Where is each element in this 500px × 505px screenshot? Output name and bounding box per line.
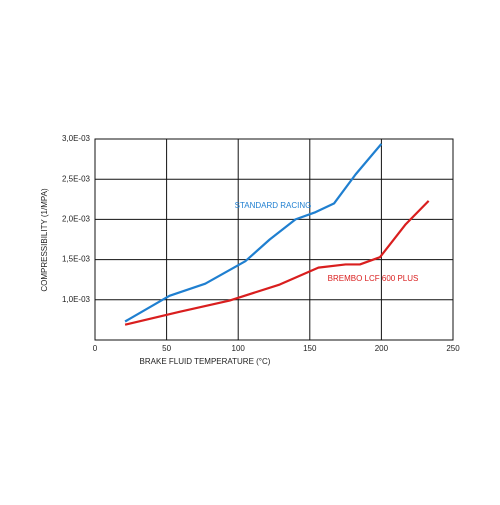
y-tick-label: 2,0E-03 xyxy=(62,215,91,224)
x-tick-label: 250 xyxy=(446,344,460,353)
y-tick-label: 1,0E-03 xyxy=(62,295,91,304)
y-tick-label: 3,0E-03 xyxy=(62,134,91,143)
series-label: STANDARD RACING xyxy=(235,201,312,210)
x-tick-label: 200 xyxy=(375,344,389,353)
x-axis-label: BRAKE FLUID TEMPERATURE (°C) xyxy=(140,357,271,366)
y-axis-label: COMPRESSIBILITY (1/MPA) xyxy=(40,188,49,292)
x-tick-label: 150 xyxy=(303,344,317,353)
x-tick-label: 50 xyxy=(162,344,171,353)
x-tick-label: 0 xyxy=(93,344,98,353)
series-label: BREMBO LCF 600 PLUS xyxy=(328,274,419,283)
y-tick-label: 1,5E-03 xyxy=(62,255,91,264)
series-line xyxy=(124,200,430,326)
plot-frame xyxy=(94,138,454,341)
y-tick-label: 2,5E-03 xyxy=(62,174,91,183)
x-tick-label: 100 xyxy=(232,344,246,353)
series-line xyxy=(124,143,383,323)
